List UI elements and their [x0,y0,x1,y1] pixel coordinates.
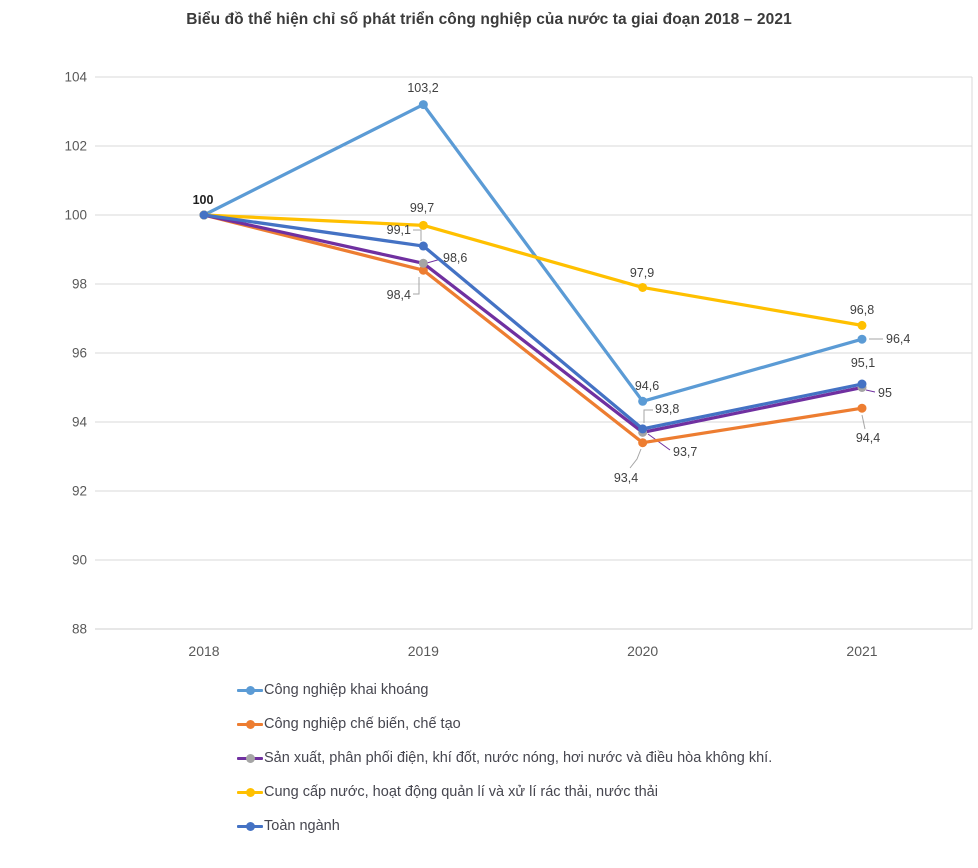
series-marker-1 [638,438,648,448]
legend-line-marker-icon [237,685,263,695]
data-label: 98,4 [387,288,411,302]
series-marker-4 [199,210,209,220]
data-label: 99,7 [410,201,434,215]
legend-item-1: Công nghiệp chế biến, chế tạo [237,707,772,741]
data-label: 99,1 [387,223,411,237]
data-label: 94,6 [635,379,659,393]
data-label-leader-line [643,409,653,423]
x-axis-tick-label: 2018 [188,643,219,659]
series-line-1 [202,213,864,445]
series-line-3 [202,213,864,328]
data-label: 96,4 [886,332,910,346]
y-axis-tick-label: 96 [72,346,87,361]
plot-area: 88 90 92 94 96 98 100 102 104 2018 2019 2020 2021 100… [64,70,973,659]
legend-item-3: Cung cấp nước, hoạt động quản lí và xử l… [237,775,772,809]
y-axis-tick-label: 90 [72,553,87,568]
legend-line-marker-icon [237,787,263,797]
legend: Công nghiệp khai khoáng Công nghiệp chế b… [237,673,772,843]
x-axis-tick-label: 2020 [627,643,658,659]
legend-line-marker-icon [237,719,263,729]
series-marker-4 [857,379,867,389]
chart-title: Biểu đồ thể hiện chỉ số phát triển công … [186,11,792,28]
data-label-leader-line [413,277,420,295]
data-label: 93,7 [673,445,697,459]
series-marker-4 [418,241,428,251]
legend-item-label: Cung cấp nước, hoạt động quản lí và xử l… [264,784,658,800]
data-label: 93,4 [614,471,638,485]
y-axis-tick-label: 104 [64,70,87,85]
data-label: 93,8 [655,402,679,416]
series-marker-3 [638,282,648,292]
data-label: 95,1 [851,356,875,370]
series-line-0 [202,102,864,403]
x-axis-tick-label: 2021 [846,643,877,659]
legend-item-label: Công nghiệp khai khoáng [264,682,429,698]
y-axis-tick-label: 100 [64,208,87,223]
y-axis-tick-label: 88 [72,622,87,637]
series-marker-3 [418,220,428,230]
series-marker-1 [857,403,867,413]
series-marker-3 [857,320,867,330]
data-label: 94,4 [856,431,880,445]
legend-item-4: Toàn ngành [237,809,772,843]
data-label: 96,8 [850,303,874,317]
y-axis-tick-label: 92 [72,484,87,499]
y-axis-tick-label: 98 [72,277,87,292]
data-label: 100 [193,193,214,207]
legend-line-marker-icon [237,753,263,763]
y-axis-tick-label: 102 [64,139,87,154]
data-label-leader-line [413,229,422,241]
series-marker-0 [857,334,867,344]
data-label: 98,6 [443,251,467,265]
series-line-2 [202,213,864,434]
series-marker-0 [418,100,428,110]
y-axis-tick-label: 94 [72,415,88,430]
x-axis-tick-label: 2019 [408,643,439,659]
data-label: 95 [878,386,892,400]
legend-item-2: Sản xuất, phân phối điện, khí đốt, nước … [237,741,772,775]
series-line-4 [202,213,864,431]
data-label-leader-line [647,433,671,451]
data-label: 97,9 [630,266,654,280]
legend-item-label: Công nghiệp chế biến, chế tạo [264,716,461,732]
data-label: 103,2 [407,81,438,95]
legend-line-marker-icon [237,821,263,831]
legend-item-label: Toàn ngành [264,818,340,834]
data-label-leader-line [865,389,876,393]
series-marker-0 [638,396,648,406]
series-marker-4 [638,424,648,434]
data-label-leader-line [629,448,642,469]
series-marker-1 [418,265,428,275]
data-label-leader-line [861,414,866,430]
legend-item-label: Sản xuất, phân phối điện, khí đốt, nước … [264,750,773,766]
legend-item-0: Công nghiệp khai khoáng [237,673,772,707]
series-marker-2 [418,258,428,268]
